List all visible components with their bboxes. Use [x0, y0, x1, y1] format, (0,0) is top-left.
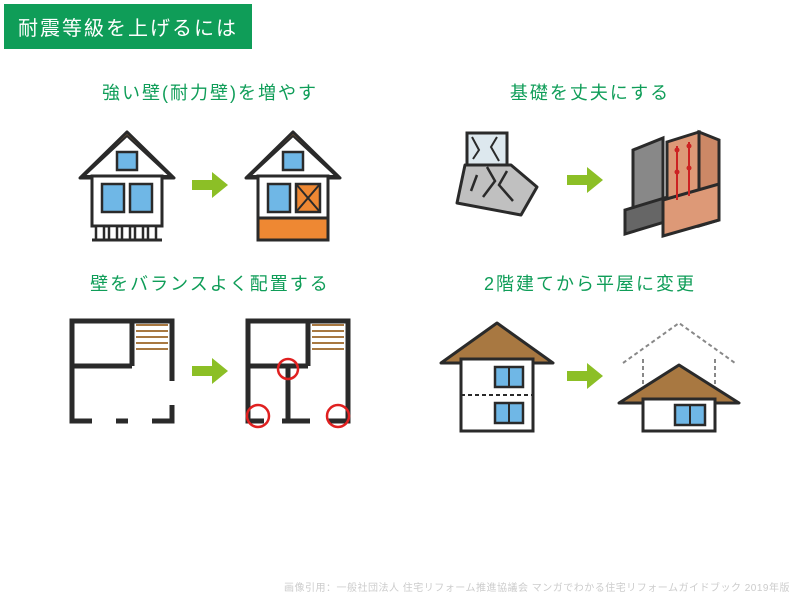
- arrow-icon: [565, 361, 605, 391]
- cell-title: 基礎を丈夫にする: [510, 79, 670, 105]
- cell-title: 壁をバランスよく配置する: [90, 270, 330, 296]
- cell-title: 2階建てから平屋に変更: [484, 270, 696, 296]
- house-before-icon: [72, 120, 182, 250]
- floorplan-before-icon: [62, 311, 182, 431]
- illustration: [72, 120, 348, 250]
- illustration: [437, 311, 743, 441]
- image-credit: 画像引用：一般社団法人 住宅リフォーム推進協議会 マンガでわかる住宅リフォームガ…: [284, 579, 790, 594]
- infographic-grid: 強い壁(耐力壁)を増やす: [0, 49, 800, 451]
- page-title: 耐震等級を上げるには: [4, 4, 252, 49]
- illustration: [447, 120, 733, 240]
- arrow-icon: [190, 170, 230, 200]
- arrow-icon: [565, 165, 605, 195]
- illustration: [62, 311, 358, 431]
- foundation-before-icon: [447, 125, 557, 235]
- foundation-after-icon: [613, 120, 733, 240]
- two-storey-icon: [437, 311, 557, 441]
- cell-balance: 壁をバランスよく配置する: [40, 270, 380, 441]
- cell-foundation: 基礎を丈夫にする: [420, 79, 760, 250]
- one-storey-icon: [613, 311, 743, 441]
- cell-add-walls: 強い壁(耐力壁)を増やす: [40, 79, 380, 250]
- cell-title: 強い壁(耐力壁)を増やす: [102, 79, 318, 105]
- arrow-icon: [190, 356, 230, 386]
- cell-single-storey: 2階建てから平屋に変更: [420, 270, 760, 441]
- house-after-icon: [238, 120, 348, 250]
- floorplan-after-icon: [238, 311, 358, 431]
